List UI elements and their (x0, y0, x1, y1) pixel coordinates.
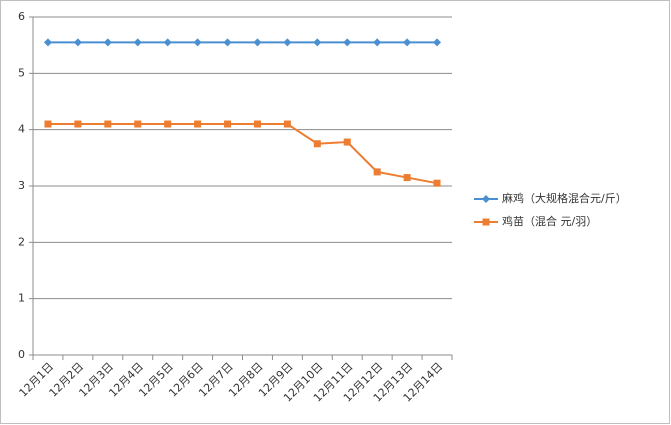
data-point (313, 140, 321, 148)
y-tick-label: 4 (18, 123, 25, 136)
data-point (73, 38, 82, 47)
data-point (223, 38, 232, 47)
data-point (163, 38, 172, 47)
y-tick-label: 0 (18, 348, 25, 361)
data-point (343, 38, 352, 47)
series-line (47, 123, 438, 185)
data-point (74, 120, 82, 128)
legend-marker (482, 218, 490, 226)
data-point (134, 120, 142, 128)
data-point (224, 120, 232, 128)
data-point (373, 168, 381, 176)
data-point (433, 38, 442, 47)
data-point (343, 138, 351, 146)
y-tick-label: 3 (18, 179, 25, 192)
data-point (283, 38, 292, 47)
data-point (103, 38, 112, 47)
data-point (253, 38, 262, 47)
y-tick-label: 6 (18, 10, 25, 23)
y-tick-label: 1 (18, 292, 25, 305)
data-point (164, 120, 172, 128)
legend-label: 鸡苗（混合 元/羽） (502, 214, 597, 228)
data-point (193, 38, 202, 47)
data-point (373, 38, 382, 47)
data-point (194, 120, 202, 128)
data-point (253, 120, 261, 128)
data-point (104, 120, 112, 128)
data-point (43, 38, 52, 47)
data-point (313, 38, 322, 47)
data-point (433, 179, 441, 187)
data-point (44, 120, 52, 128)
data-point (133, 38, 142, 47)
legend-label: 麻鸡（大规格混合元/斤） (502, 191, 627, 205)
data-point (403, 174, 411, 182)
data-point (283, 120, 291, 128)
legend-marker (482, 195, 490, 203)
y-tick-label: 2 (18, 235, 25, 248)
y-tick-label: 5 (18, 66, 25, 79)
data-point (403, 38, 412, 47)
